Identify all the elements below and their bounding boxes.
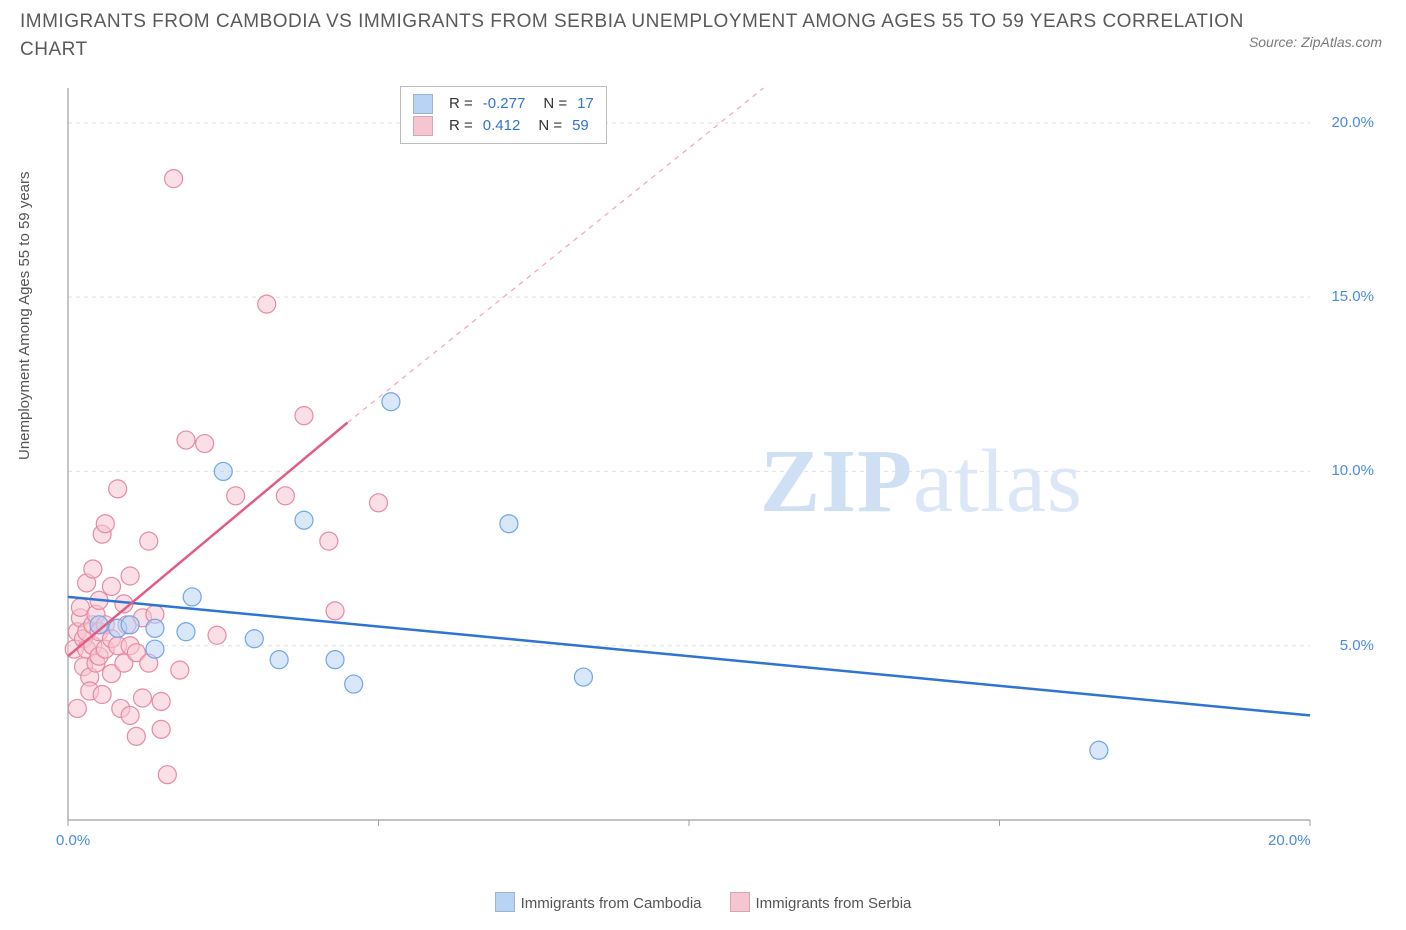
chart-svg (60, 80, 1380, 860)
chart-title: IMMIGRANTS FROM CAMBODIA VS IMMIGRANTS F… (20, 8, 1246, 64)
x-axis-legend: Immigrants from Cambodia Immigrants from … (0, 892, 1406, 912)
y-tick-label: 20.0% (1331, 114, 1374, 131)
stats-n-value[interactable]: 17 (577, 93, 594, 115)
y-tick-label: 10.0% (1331, 462, 1374, 479)
x-tick-label: 20.0% (1268, 832, 1311, 849)
y-tick-label: 5.0% (1340, 637, 1374, 654)
legend-label: Immigrants from Serbia (756, 895, 912, 912)
y-tick-label: 15.0% (1331, 288, 1374, 305)
stats-r-value[interactable]: -0.277 (483, 93, 526, 115)
stats-row: R = -0.277 N = 17 (413, 93, 594, 115)
stats-swatch (413, 94, 433, 114)
stats-r-label: R = (449, 115, 473, 137)
stats-n-label: N = (538, 115, 562, 137)
legend-item: Immigrants from Cambodia (495, 892, 702, 912)
x-tick-label: 0.0% (56, 832, 90, 849)
legend-swatch (495, 892, 515, 912)
stats-box: R =-0.277N =17R =0.412N =59 (400, 86, 607, 144)
source-label: Source: ZipAtlas.com (1249, 34, 1382, 50)
stats-r-value[interactable]: 0.412 (483, 115, 521, 137)
stats-row: R = 0.412 N = 59 (413, 115, 594, 137)
stats-n-value[interactable]: 59 (572, 115, 589, 137)
legend-label: Immigrants from Cambodia (521, 895, 702, 912)
stats-n-label: N = (543, 93, 567, 115)
y-axis-label: Unemployment Among Ages 55 to 59 years (16, 171, 33, 460)
plot-area (60, 80, 1380, 860)
legend-swatch (730, 892, 750, 912)
stats-swatch (413, 116, 433, 136)
stats-r-label: R = (449, 93, 473, 115)
legend-item: Immigrants from Serbia (730, 892, 912, 912)
chart-container: IMMIGRANTS FROM CAMBODIA VS IMMIGRANTS F… (0, 0, 1406, 930)
